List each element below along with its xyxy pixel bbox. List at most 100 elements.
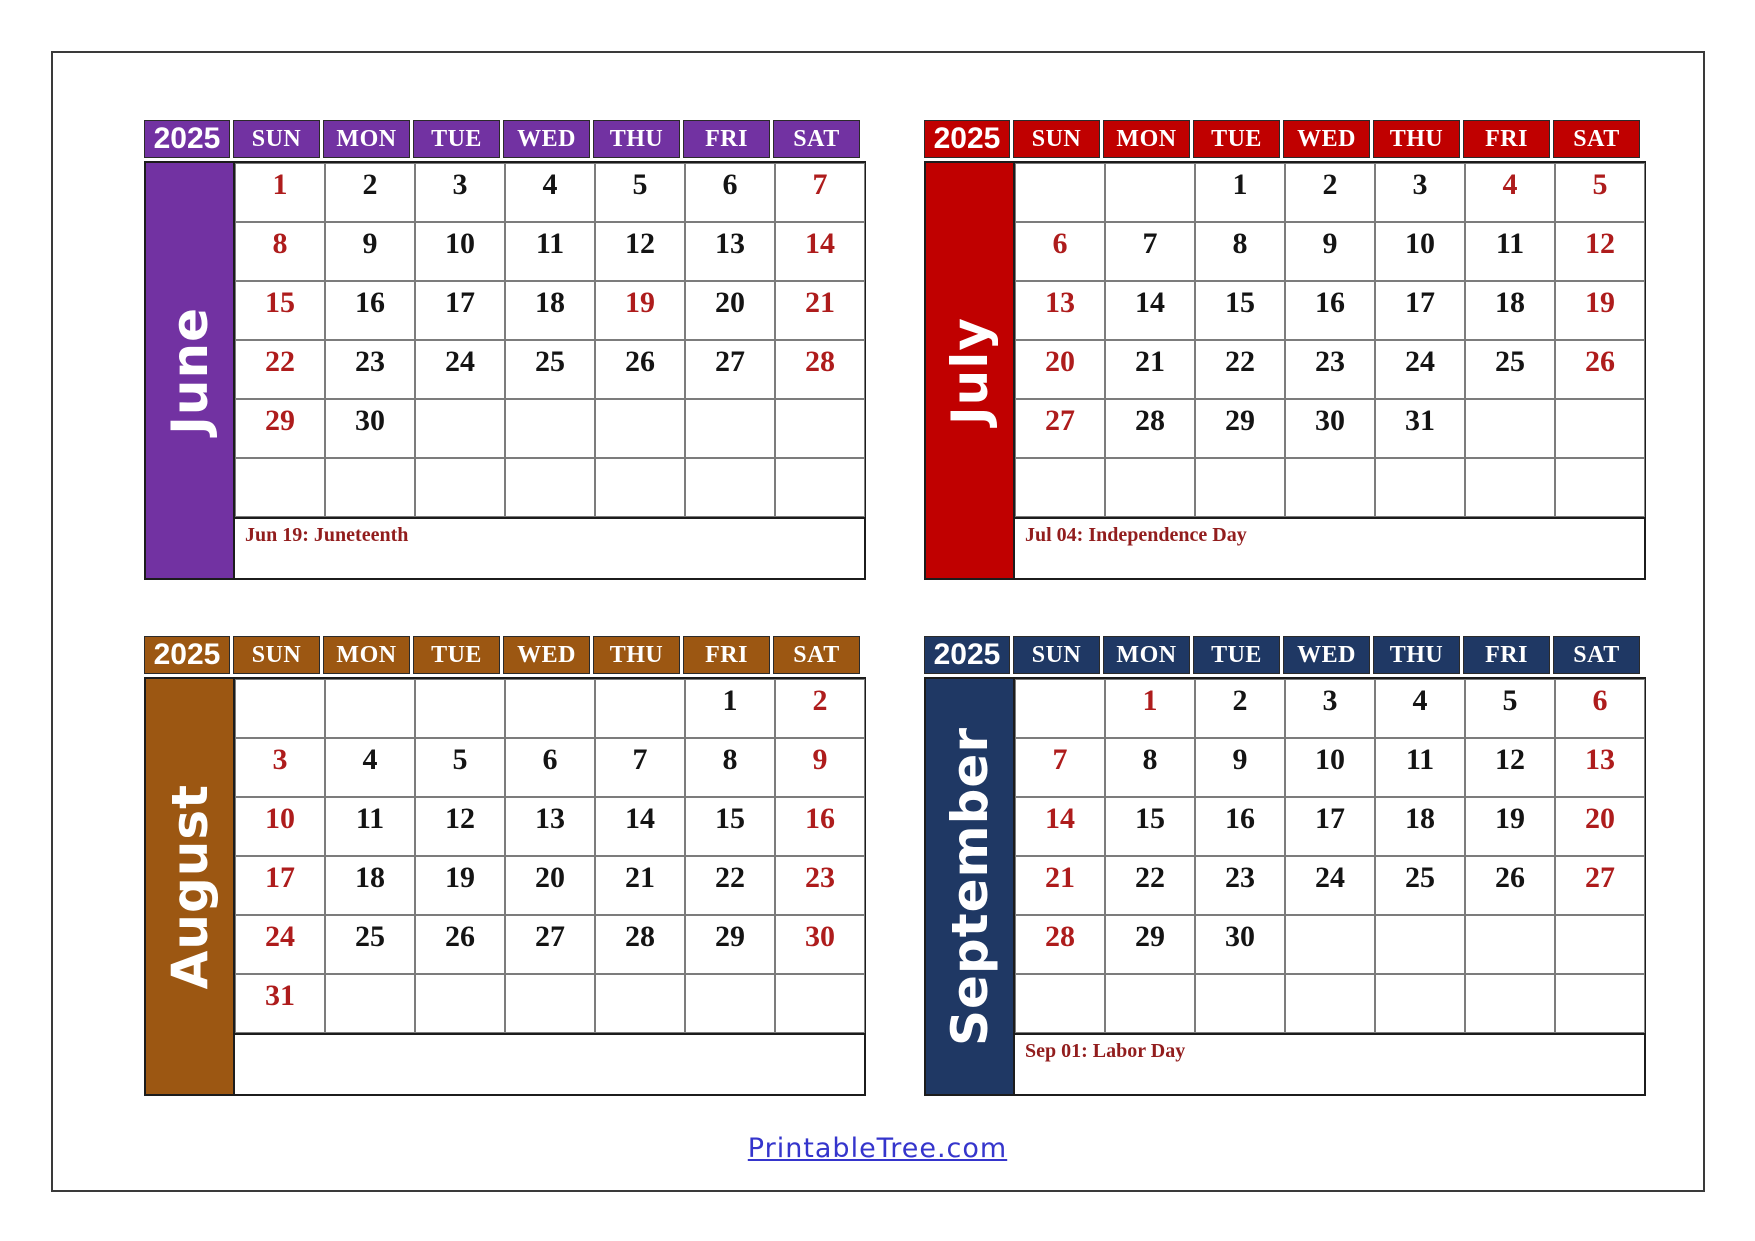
calendar-june: 2025 SUN MON TUE WED THU FRI SAT June 1 2 3 4 5 6 7 8 9 10… (144, 120, 866, 580)
date-cell: 19 (1465, 797, 1555, 856)
date-cell: 18 (325, 856, 415, 915)
day-header-fri: FRI (1463, 120, 1550, 158)
date-cell: 14 (775, 222, 865, 281)
date-cell: 1 (1195, 163, 1285, 222)
date-cell: 24 (1375, 340, 1465, 399)
date-cell: 9 (1195, 738, 1285, 797)
date-cell: 15 (1105, 797, 1195, 856)
date-cell: 8 (685, 738, 775, 797)
date-cell: 28 (1015, 915, 1105, 974)
empty-date-cell (325, 679, 415, 738)
date-cell: 5 (1465, 679, 1555, 738)
date-cell: 20 (1555, 797, 1645, 856)
day-header-tue: TUE (413, 636, 500, 674)
empty-date-cell (415, 974, 505, 1033)
empty-date-cell (325, 458, 415, 517)
date-cell: 24 (235, 915, 325, 974)
day-header-wed: WED (503, 120, 590, 158)
date-cell: 21 (595, 856, 685, 915)
empty-date-cell (1195, 458, 1285, 517)
date-cell: 6 (685, 163, 775, 222)
date-cell: 26 (1555, 340, 1645, 399)
day-header-tue: TUE (413, 120, 500, 158)
date-cell: 3 (415, 163, 505, 222)
empty-date-cell (1105, 974, 1195, 1033)
empty-date-cell (595, 458, 685, 517)
day-header-sat: SAT (1553, 120, 1640, 158)
date-cell: 9 (775, 738, 865, 797)
date-cell: 14 (1015, 797, 1105, 856)
date-cell: 18 (1465, 281, 1555, 340)
date-cell: 27 (1555, 856, 1645, 915)
empty-date-cell (505, 679, 595, 738)
day-header-fri: FRI (1463, 636, 1550, 674)
date-cell: 3 (1285, 679, 1375, 738)
date-cell: 4 (1465, 163, 1555, 222)
month-label: July (940, 316, 999, 425)
year-label: 2025 (924, 636, 1010, 674)
empty-date-cell (1015, 163, 1105, 222)
date-cell: 8 (1105, 738, 1195, 797)
empty-date-cell (1105, 458, 1195, 517)
date-cell: 12 (415, 797, 505, 856)
date-cell: 30 (1285, 399, 1375, 458)
month-color-bar: September (926, 679, 1015, 1094)
holiday-note (235, 1033, 865, 1094)
date-cell: 28 (595, 915, 685, 974)
day-header-tue: TUE (1193, 636, 1280, 674)
date-cell: 25 (1375, 856, 1465, 915)
day-header-sun: SUN (233, 120, 320, 158)
date-cell: 9 (325, 222, 415, 281)
date-cell: 20 (1015, 340, 1105, 399)
date-cell: 10 (1285, 738, 1375, 797)
date-cell: 8 (235, 222, 325, 281)
day-header-mon: MON (323, 120, 410, 158)
date-cell: 3 (235, 738, 325, 797)
calendar-body: July 1 2 3 4 5 6 7 8 9 10 11 12 13 14 15 16 17 18 19 20 21 22 2… (924, 161, 1646, 580)
date-cell: 27 (1015, 399, 1105, 458)
day-header-thu: THU (593, 636, 680, 674)
day-header-fri: FRI (683, 120, 770, 158)
date-cell: 4 (325, 738, 415, 797)
empty-date-cell (325, 974, 415, 1033)
date-cell: 21 (775, 281, 865, 340)
day-header-sun: SUN (233, 636, 320, 674)
date-cell: 13 (1555, 738, 1645, 797)
empty-date-cell (1015, 679, 1105, 738)
date-cell: 14 (595, 797, 685, 856)
month-color-bar: July (926, 163, 1015, 578)
date-cell: 31 (1375, 399, 1465, 458)
date-cell: 12 (595, 222, 685, 281)
empty-date-cell (1465, 458, 1555, 517)
date-cell: 11 (1375, 738, 1465, 797)
date-cell: 22 (1195, 340, 1285, 399)
calendar-body: June 1 2 3 4 5 6 7 8 9 10 11 12 13 14 15 16 17 18 19 20 21 22 2… (144, 161, 866, 580)
day-header-wed: WED (1283, 636, 1370, 674)
page-border (51, 51, 1705, 1192)
day-header-thu: THU (593, 120, 680, 158)
empty-date-cell (1285, 915, 1375, 974)
empty-date-cell (1375, 974, 1465, 1033)
empty-date-cell (415, 399, 505, 458)
empty-date-cell (505, 974, 595, 1033)
day-header-sat: SAT (773, 636, 860, 674)
date-cell: 6 (1555, 679, 1645, 738)
date-cell: 21 (1105, 340, 1195, 399)
empty-date-cell (775, 458, 865, 517)
date-cell: 23 (775, 856, 865, 915)
footer: PrintableTree.com (0, 1133, 1755, 1164)
date-cell: 7 (1105, 222, 1195, 281)
empty-date-cell (1465, 399, 1555, 458)
date-cell: 15 (1195, 281, 1285, 340)
date-cell: 10 (235, 797, 325, 856)
footer-link[interactable]: PrintableTree.com (747, 1133, 1008, 1164)
date-cell: 25 (505, 340, 595, 399)
date-cell: 3 (1375, 163, 1465, 222)
date-cell: 26 (1465, 856, 1555, 915)
calendar-header-row: 2025 SUN MON TUE WED THU FRI SAT (924, 120, 1646, 161)
day-header-thu: THU (1373, 120, 1460, 158)
holiday-note: Jul 04: Independence Day (1015, 517, 1645, 578)
empty-date-cell (1015, 458, 1105, 517)
empty-date-cell (775, 974, 865, 1033)
empty-date-cell (775, 399, 865, 458)
